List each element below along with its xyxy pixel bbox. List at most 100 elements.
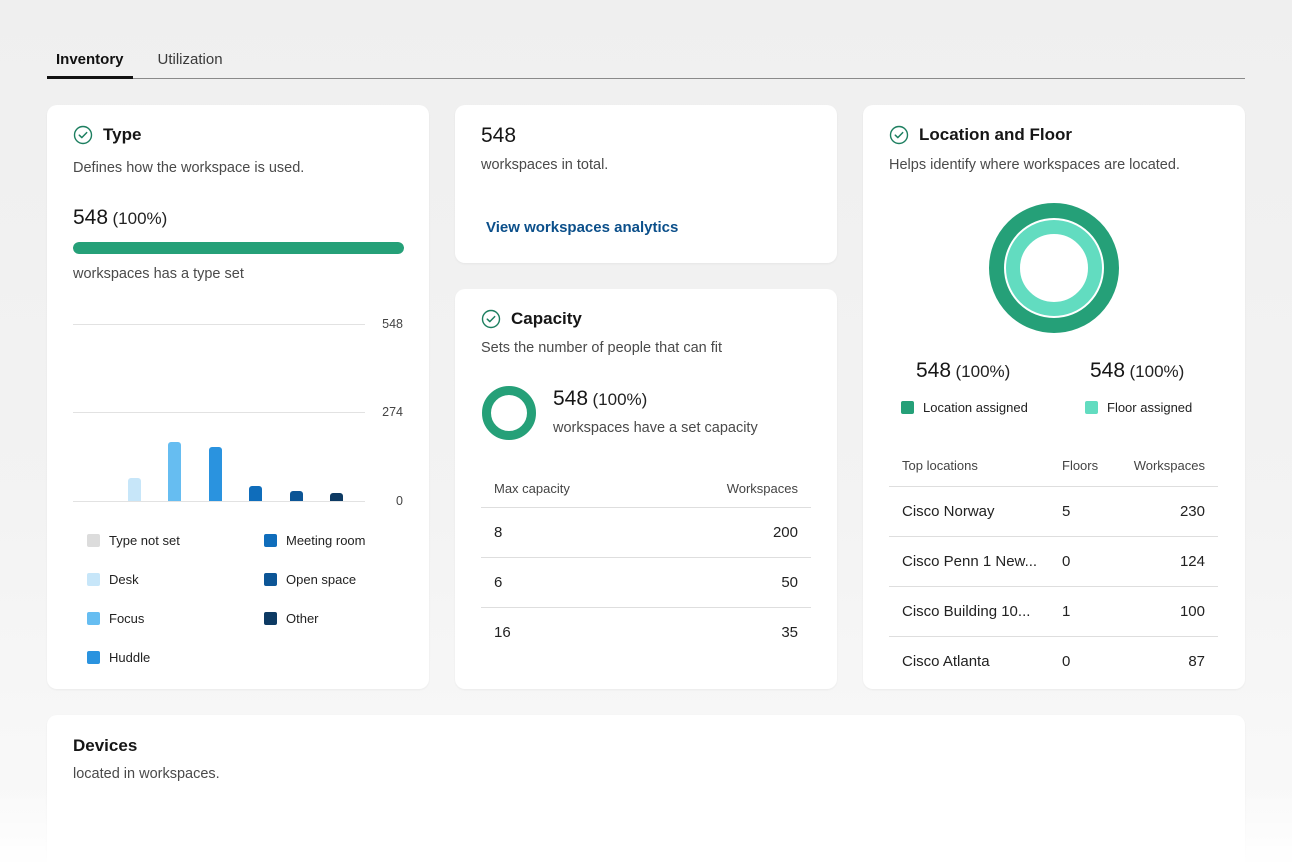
column-header-workspaces: Workspaces xyxy=(726,480,798,496)
bar-huddle[interactable] xyxy=(208,446,222,501)
legend-swatch xyxy=(87,573,100,586)
location-floor-donut xyxy=(989,203,1119,333)
total-workspaces-card: 548 workspaces in total. View workspaces… xyxy=(455,105,837,263)
column-header-floors: Floors xyxy=(1062,457,1099,473)
bar-meeting-room[interactable] xyxy=(249,486,262,501)
bar-desk[interactable] xyxy=(127,477,141,501)
tab-utilization[interactable]: Utilization xyxy=(157,51,223,68)
total-count: 548 xyxy=(481,124,517,147)
floors-cell: 0 xyxy=(1062,653,1071,670)
legend-huddle: Huddle xyxy=(87,650,150,665)
grid-line-mid xyxy=(73,412,365,413)
legend-swatch xyxy=(87,534,100,547)
legend-label: Open space xyxy=(286,572,357,587)
capacity-percent: (100%) xyxy=(592,390,648,409)
legend-label: Type not set xyxy=(109,533,180,548)
capacity-card: Capacity Sets the number of people that … xyxy=(455,289,837,689)
legend-label: Focus xyxy=(109,611,145,626)
capacity-card-header: Capacity xyxy=(481,309,582,329)
legend-swatch xyxy=(87,612,100,625)
location-cell: Cisco Norway xyxy=(902,503,995,520)
table-row: 8 200 xyxy=(481,507,811,557)
floors-cell: 0 xyxy=(1062,553,1071,570)
capacity-count: 548 xyxy=(553,387,589,410)
total-caption: workspaces in total. xyxy=(481,157,609,173)
table-row[interactable]: Cisco Atlanta 0 87 xyxy=(889,636,1218,686)
devices-card: Devices located in workspaces. xyxy=(47,715,1245,862)
column-header-top-locations: Top locations xyxy=(902,457,978,473)
type-count: 548 xyxy=(73,206,109,229)
floor-ring xyxy=(1006,220,1102,316)
legend-open-space: Open space xyxy=(264,572,356,587)
floor-percent: (100%) xyxy=(1129,362,1185,381)
legend-label: Other xyxy=(286,611,319,626)
location-card-description: Helps identify where workspaces are loca… xyxy=(889,157,1180,173)
tab-inventory[interactable]: Inventory xyxy=(47,48,133,79)
workspaces-cell: 35 xyxy=(781,624,798,641)
workspaces-cell: 230 xyxy=(1179,503,1205,520)
capacity-card-title: Capacity xyxy=(511,309,582,328)
location-count: 548 xyxy=(916,359,952,382)
legend-swatch xyxy=(264,573,277,586)
legend-floor-assigned: Floor assigned xyxy=(1085,400,1192,415)
legend-location-assigned: Location assigned xyxy=(901,400,1028,415)
workspaces-cell: 124 xyxy=(1179,553,1205,570)
bar-other[interactable] xyxy=(330,492,343,501)
max-capacity-cell: 16 xyxy=(494,624,511,641)
column-header-workspaces: Workspaces xyxy=(1133,457,1205,473)
location-card-title: Location and Floor xyxy=(919,125,1072,144)
workspaces-cell: 87 xyxy=(1188,653,1205,670)
grid-line-base xyxy=(73,501,365,502)
bar-open-space[interactable] xyxy=(289,491,303,501)
max-capacity-cell: 6 xyxy=(494,574,503,591)
legend-meeting-room: Meeting room xyxy=(264,533,365,548)
bar-focus[interactable] xyxy=(168,442,181,501)
table-row[interactable]: Cisco Norway 5 230 xyxy=(889,486,1218,536)
location-cell: Cisco Penn 1 New... xyxy=(902,553,1038,570)
location-percent: (100%) xyxy=(955,362,1011,381)
table-row[interactable]: Cisco Penn 1 New... 0 124 xyxy=(889,536,1218,586)
floor-assigned-stat: 548 (100%) xyxy=(1090,359,1184,383)
capacity-donut xyxy=(482,386,536,440)
view-workspaces-analytics-link[interactable]: View workspaces analytics xyxy=(486,219,679,236)
legend-label: Floor assigned xyxy=(1107,400,1193,415)
legend-swatch xyxy=(901,401,914,414)
type-card-title: Type xyxy=(103,125,142,144)
floor-count: 548 xyxy=(1090,359,1126,382)
type-card-description: Defines how the workspace is used. xyxy=(73,160,305,176)
table-row: 16 35 xyxy=(481,607,811,657)
legend-swatch xyxy=(1085,401,1098,414)
capacity-caption: workspaces have a set capacity xyxy=(553,420,758,436)
devices-card-description: located in workspaces. xyxy=(73,766,220,782)
capacity-donut-arc xyxy=(482,386,536,440)
legend-swatch xyxy=(87,651,100,664)
table-row[interactable]: Cisco Building 10... 1 100 xyxy=(889,586,1218,636)
check-circle-icon xyxy=(481,309,501,329)
legend-type-not-set: Type not set xyxy=(87,533,180,548)
location-ring xyxy=(989,203,1119,333)
legend-label: Desk xyxy=(109,572,139,587)
legend-focus: Focus xyxy=(87,611,144,626)
capacity-table-header: Max capacity Workspaces xyxy=(481,469,811,507)
legend-label: Huddle xyxy=(109,650,151,665)
location-floor-card: Location and Floor Helps identify where … xyxy=(863,105,1245,689)
location-cell: Cisco Atlanta xyxy=(902,653,990,670)
type-percent: (100%) xyxy=(112,209,168,228)
table-row: 6 50 xyxy=(481,557,811,607)
column-header-max-capacity: Max capacity xyxy=(494,480,570,496)
type-progress-fill xyxy=(73,242,404,254)
capacity-card-description: Sets the number of people that can fit xyxy=(481,340,723,356)
capacity-count-stat: 548 (100%) xyxy=(553,387,647,411)
check-circle-icon xyxy=(889,125,909,145)
location-card-header: Location and Floor xyxy=(889,125,1072,145)
legend-swatch xyxy=(264,612,277,625)
type-card-header: Type xyxy=(73,125,141,145)
type-card: Type Defines how the workspace is used. … xyxy=(47,105,429,689)
workspaces-cell: 200 xyxy=(772,524,798,541)
type-count-stat: 548 (100%) xyxy=(73,206,167,230)
tab-bar: Inventory Utilization xyxy=(47,48,1245,79)
legend-swatch xyxy=(264,534,277,547)
floors-cell: 1 xyxy=(1062,603,1071,620)
type-progress-caption: workspaces has a type set xyxy=(73,266,244,282)
legend-label: Meeting room xyxy=(286,533,366,548)
